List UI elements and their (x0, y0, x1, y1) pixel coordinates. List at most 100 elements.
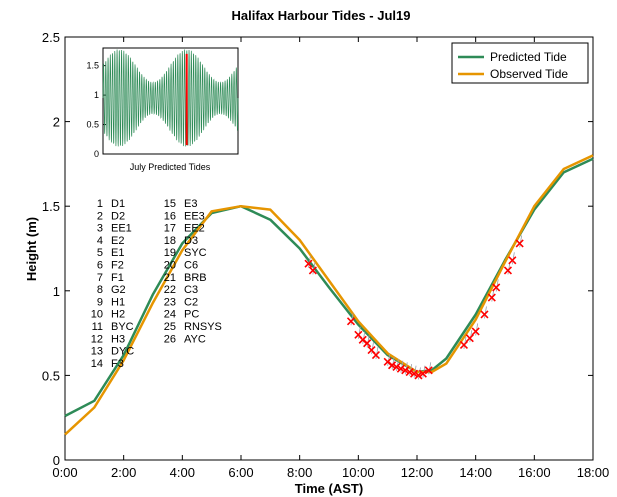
station-number: 24 (164, 309, 176, 321)
observation-marker (465, 330, 474, 343)
observation-x-stroke (492, 283, 501, 292)
observation-marker (480, 306, 489, 319)
observation-marker (487, 289, 496, 302)
observation-marker (346, 313, 356, 326)
station-number: 3 (97, 223, 103, 235)
observation-x-stroke (304, 259, 313, 268)
station-name: RNSYS (184, 321, 222, 333)
observation-marker (410, 365, 419, 378)
station-name: F2 (111, 260, 124, 272)
observation-x-stroke (354, 330, 363, 339)
station-number: 18 (164, 235, 176, 247)
station-name: DYC (111, 346, 134, 358)
observation-marker (396, 360, 405, 373)
station-name: EE1 (111, 223, 132, 235)
observation-marker (304, 255, 313, 268)
station-number: 13 (91, 346, 103, 358)
observation-x-stroke (396, 364, 405, 373)
station-number: 20 (164, 260, 176, 272)
observation-x-stroke (308, 266, 317, 275)
observation-marker (418, 365, 427, 378)
station-name: EE3 (184, 210, 205, 222)
x-tick-label: 14:00 (459, 465, 492, 480)
station-number: 9 (97, 296, 103, 308)
x-axis: 0:00 2:00 4:00 6:00 8:00 10:00 12:00 14:00 16:00… (52, 37, 609, 480)
station-name: SYC (184, 247, 207, 259)
station-name: H3 (111, 333, 125, 345)
observation-marker (371, 347, 380, 360)
observation-marker (363, 335, 372, 348)
station-name: D3 (184, 235, 198, 247)
observation-x-stroke (459, 340, 468, 350)
station-number: 14 (91, 358, 103, 370)
station-name: PC (184, 309, 199, 321)
station-number: 23 (164, 296, 176, 308)
x-tick-label: 6:00 (228, 465, 253, 480)
inset-y-tick-label: 0.5 (86, 120, 99, 130)
station-number: 5 (97, 247, 103, 259)
station-name: BRB (184, 272, 207, 284)
observation-marker (508, 252, 517, 265)
chart-title: Halifax Harbour Tides - Jul19 (232, 8, 411, 23)
station-name: C2 (184, 296, 198, 308)
observation-x-stroke (405, 367, 414, 377)
x-tick-label: 16:00 (518, 465, 551, 480)
observation-marker (392, 358, 401, 372)
station-number: 12 (91, 333, 103, 345)
station-number: 4 (97, 235, 103, 247)
station-number: 17 (164, 223, 176, 235)
observation-x-stroke (358, 335, 367, 344)
series-layer (64, 154, 594, 436)
station-number: 15 (164, 198, 176, 210)
x-axis-label: Time (AST) (295, 481, 363, 496)
observation-marker (515, 235, 524, 248)
station-number: 22 (164, 284, 176, 296)
x-tick-label: 2:00 (111, 465, 136, 480)
station-observations (304, 235, 524, 380)
observation-marker (471, 323, 480, 336)
inset-series (102, 49, 239, 147)
x-tick-label: 8:00 (287, 465, 312, 480)
observation-x-stroke (401, 366, 410, 375)
station-number: 7 (97, 272, 103, 284)
observation-x-stroke (503, 266, 512, 275)
observation-x-stroke (392, 362, 401, 372)
station-name: D2 (111, 210, 125, 222)
station-name: AYC (184, 333, 206, 345)
station-number: 10 (91, 309, 103, 321)
station-name: D1 (111, 198, 125, 210)
observation-x-stroke (418, 369, 427, 378)
observation-x-stroke (480, 310, 489, 319)
station-number: 6 (97, 260, 103, 272)
station-number: 8 (97, 284, 103, 296)
inset-y-tick-label: 0 (94, 149, 99, 159)
observation-x-stroke (487, 293, 496, 302)
inset-y-tick-label: 1 (94, 90, 99, 100)
legend-label-observed: Observed Tide (490, 67, 568, 81)
x-tick-label: 12:00 (401, 465, 434, 480)
y-axis-label: Height (m) (24, 217, 39, 281)
x-tick-label: 18:00 (577, 465, 610, 480)
x-tick-label: 0:00 (52, 465, 77, 480)
station-number: 25 (164, 321, 176, 333)
observation-x-stroke (465, 334, 474, 343)
y-tick-label: 2.5 (42, 30, 60, 45)
inset-x-label: July Predicted Tides (130, 162, 211, 172)
observation-x-stroke (371, 351, 380, 360)
observation-x-stroke (424, 366, 433, 375)
legend-box (451, 42, 589, 84)
observation-x-stroke (414, 371, 423, 380)
observation-x-stroke (471, 327, 480, 336)
observation-x-stroke (388, 361, 397, 370)
y-tick-label: 2 (53, 115, 60, 130)
y-tick-label: 0.5 (42, 368, 60, 383)
station-name: BYC (111, 321, 134, 333)
observation-x-stroke (383, 357, 392, 366)
observation-x-stroke (515, 239, 524, 248)
station-number: 1 (97, 198, 103, 210)
observation-x-stroke (346, 317, 356, 326)
station-number: 2 (97, 210, 103, 222)
station-number: 26 (164, 333, 176, 345)
observation-marker (424, 362, 433, 375)
